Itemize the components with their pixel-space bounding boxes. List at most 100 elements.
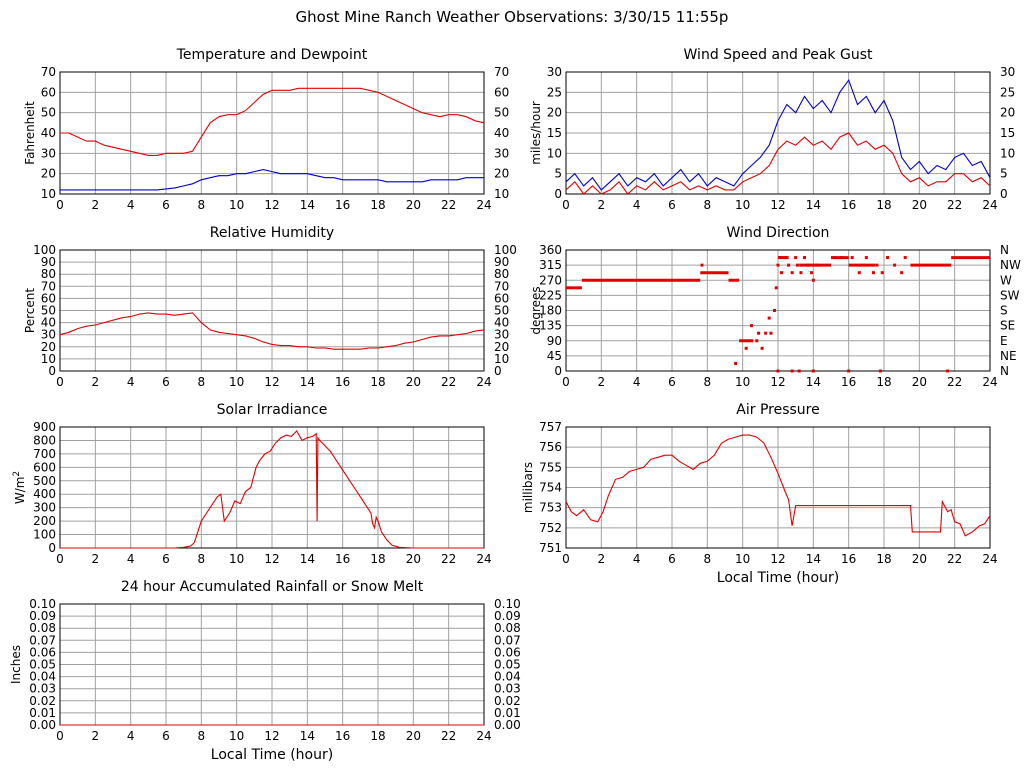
rh-xtick-label: 14 [300,375,315,389]
rain-ytick-label: 0.10 [29,597,56,611]
pressure-xtick-label: 0 [562,552,570,566]
wind-xtick-label: 0 [562,198,570,212]
wdir-xtick-label: 10 [735,375,750,389]
solar-ytick-label: 400 [33,487,56,501]
wind-ytick-label: 5 [554,167,562,181]
solar-ytick-label: 900 [33,420,56,434]
wdir-xtick-label: 6 [668,375,676,389]
wind-xtick-label: 16 [841,198,856,212]
rain-xtick-label: 4 [127,729,135,743]
rain-ytick-label: 0.00 [29,718,56,732]
rain-right-tick-label: 0.01 [494,706,521,720]
solar-ytick-label: 600 [33,460,56,474]
wdir-point [857,271,861,275]
pressure-xtick-label: 20 [912,552,927,566]
temp-ytick-label: 10 [41,187,56,201]
wind-ylabel: miles/hour [529,101,543,165]
wdir-point [875,263,879,267]
wind-xtick-label: 20 [912,198,927,212]
solar-xtick-label: 6 [162,552,170,566]
rh-frame [59,249,485,372]
temp-right-tick-label: 40 [494,126,509,140]
temp-ylabel-text: Fahrenheit [23,101,37,165]
rain-right-tick-label: 0.08 [494,621,521,635]
wdir-point [886,256,890,260]
temp-right-tick-label: 30 [494,146,509,160]
rh-ytick-label: 100 [33,243,56,257]
solar-xtick-label: 10 [229,552,244,566]
wdir-point [780,271,784,275]
wdir-right-tick-label: N [1000,243,1009,257]
solar-xtick-label: 24 [476,552,491,566]
rain-xtick-label: 18 [370,729,385,743]
temp-xtick-label: 20 [406,198,421,212]
wdir-xtick-label: 24 [982,375,997,389]
temp-series-1-line [60,169,484,191]
wdir-point [878,369,882,373]
temp-ylabel: Fahrenheit [23,101,37,165]
rh-ytick-label: 50 [41,304,56,318]
pressure-xtick-label: 10 [735,552,750,566]
rain-ytick-label: 0.07 [29,633,56,647]
wdir-point [811,278,815,282]
pressure-ylabel-text: millibars [521,462,535,513]
pressure-xtick-label: 2 [598,552,606,566]
solar-ytick-label: 100 [33,528,56,542]
pressure-xtick-label: 24 [982,552,997,566]
pressure-ylabel: millibars [521,462,535,513]
rain-chart: 24 hour Accumulated Rainfall or Snow Mel… [9,579,521,763]
wdir-point [903,256,907,260]
wind-series-0-line [565,78,991,191]
rain-ytick-label: 0.06 [29,645,56,659]
rh-right-tick-label: 10 [494,352,509,366]
rh-right-tick-label: 40 [494,316,509,330]
wdir-xtick-label: 18 [876,375,891,389]
temp-xtick-label: 6 [162,198,170,212]
solar-frame [59,426,485,549]
temp-xtick-label: 2 [92,198,100,212]
rain-right-tick-label: 0.09 [494,609,521,623]
temp-xtick-label: 18 [370,198,385,212]
rain-ytick-label: 0.02 [29,694,56,708]
temp-ytick-label: 40 [41,126,56,140]
temp-ytick-label: 50 [41,106,56,120]
rain-xtick-label: 0 [56,729,64,743]
rain-right-tick-label: 0.05 [494,658,521,672]
rain-xtick-label: 12 [264,729,279,743]
wind-ytick-label: 30 [547,65,562,79]
rh-ytick-label: 0 [48,364,56,378]
rain-ytick-label: 0.01 [29,706,56,720]
pressure-xtick-label: 12 [770,552,785,566]
rain-xlabel: Local Time (hour) [211,747,333,763]
rh-xtick-label: 10 [229,375,244,389]
rh-xtick-label: 24 [476,375,491,389]
rh-xtick-label: 2 [92,375,100,389]
pressure-ytick-label: 755 [539,460,562,474]
rh-ytick-label: 20 [41,340,56,354]
wdir-point [734,361,738,365]
wdir-point [778,256,782,260]
rh-xtick-label: 22 [441,375,456,389]
pressure-xtick-label: 8 [704,552,712,566]
temp-xtick-label: 4 [127,198,135,212]
wdir-ytick-label: 0 [554,364,562,378]
solar-ytick-label: 800 [33,433,56,447]
solar-xtick-label: 16 [335,552,350,566]
rh-series-0-line [59,312,485,350]
rain-ytick-label: 0.05 [29,658,56,672]
solar-xtick-label: 2 [92,552,100,566]
wdir-point [833,256,837,260]
wind-frame [565,71,991,195]
wind-series-1-line [565,132,991,195]
wind-xtick-label: 6 [668,198,676,212]
rh-right-tick-label: 80 [494,267,509,281]
wdir-point [847,369,851,373]
pressure-ytick-label: 752 [539,521,562,535]
wdir-point [797,369,801,373]
rain-right-tick-label: 0.02 [494,694,521,708]
rain-xtick-label: 10 [229,729,244,743]
